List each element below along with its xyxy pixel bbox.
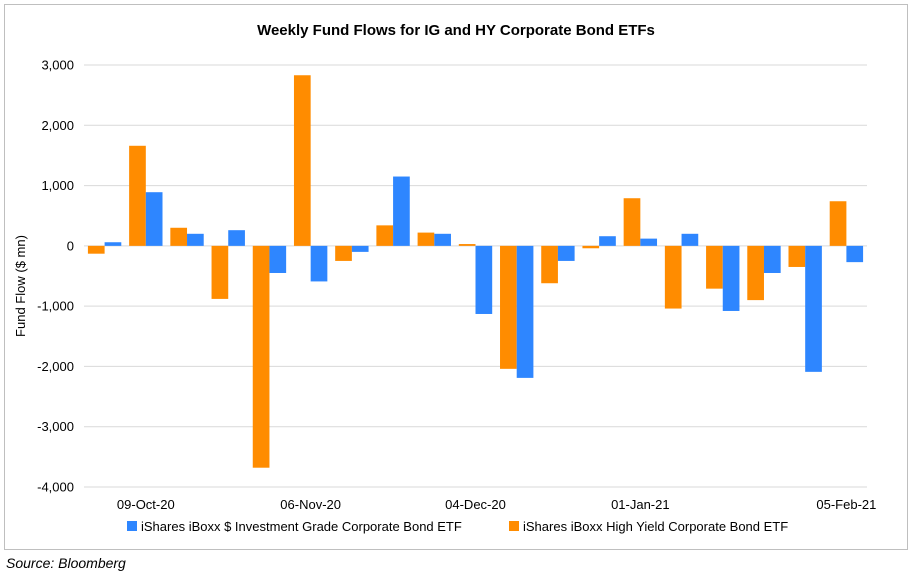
chart-title: Weekly Fund Flows for IG and HY Corporat… (257, 22, 655, 39)
bar-hy (829, 201, 847, 246)
bar-ig (640, 238, 658, 246)
bar-ig (763, 245, 781, 273)
bar-ig (104, 242, 122, 246)
bar-hy (293, 75, 311, 246)
bar-hy (664, 245, 682, 309)
y-tick-label: -1,000 (37, 299, 74, 314)
x-tick-label: 05-Feb-21 (816, 497, 876, 512)
bar-ig (557, 245, 575, 261)
bar-ig (145, 192, 163, 246)
bar-ig (846, 245, 864, 263)
bar-ig (681, 233, 699, 246)
x-tick-label: 01-Jan-21 (611, 497, 670, 512)
chart-frame: Weekly Fund Flows for IG and HY Corporat… (4, 4, 908, 550)
bar-hy (252, 245, 270, 468)
x-tick-label: 06-Nov-20 (280, 497, 341, 512)
legend-swatch (127, 521, 137, 531)
bar-ig (187, 233, 204, 246)
bar-hy (335, 245, 352, 261)
bar-hy (706, 245, 723, 289)
x-tick-label: 04-Dec-20 (445, 497, 506, 512)
chart: Weekly Fund Flows for IG and HY Corporat… (13, 22, 876, 534)
y-tick-label: 1,000 (41, 178, 74, 193)
bar-hy (623, 198, 641, 246)
bar-ig (393, 176, 410, 246)
source-note: Source: Bloomberg (6, 555, 126, 571)
y-tick-label: -2,000 (37, 359, 74, 374)
legend: iShares iBoxx $ Investment Grade Corpora… (127, 519, 788, 534)
legend-label: iShares iBoxx $ Investment Grade Corpora… (141, 519, 462, 534)
y-axis-label: Fund Flow ($ mn) (13, 235, 28, 337)
bar-hy (129, 145, 146, 246)
bar-hy (87, 245, 105, 254)
y-tick-label: 2,000 (41, 118, 74, 133)
x-axis-ticks: 09-Oct-20 06-Nov-20 04-Dec-20 01-Jan-21 05-F… (117, 497, 876, 512)
bar-ig (475, 245, 493, 314)
bar-ig (351, 245, 369, 252)
y-tick-label: 3,000 (41, 58, 74, 73)
y-tick-label: 0 (67, 238, 74, 253)
legend-label: iShares iBoxx High Yield Corporate Bond … (523, 519, 788, 534)
bar-hy (417, 232, 435, 246)
bar-ig (228, 230, 245, 246)
bar-hy (170, 227, 188, 246)
bar-hy (541, 245, 558, 284)
bar-hy (582, 245, 600, 249)
bars (87, 75, 864, 468)
bar-ig (722, 245, 740, 311)
x-tick-label: 09-Oct-20 (117, 497, 175, 512)
bar-ig (805, 245, 822, 372)
bar-hy (376, 225, 394, 246)
bar-ig (599, 236, 616, 246)
bar-hy (747, 245, 764, 301)
bar-ig (269, 245, 287, 273)
bar-ig (516, 245, 534, 378)
legend-swatch (509, 521, 519, 531)
bar-hy (211, 245, 229, 299)
y-tick-label: -3,000 (37, 419, 74, 434)
bar-ig (434, 233, 451, 246)
y-tick-label: -4,000 (37, 480, 74, 495)
bar-hy (788, 245, 806, 267)
bar-hy (500, 245, 517, 369)
bar-hy (458, 244, 476, 246)
y-axis-ticks: 3,000 2,000 1,000 0 -1,000 -2,000 -3,000 -4,000 (37, 58, 74, 495)
bar-ig (310, 245, 328, 282)
